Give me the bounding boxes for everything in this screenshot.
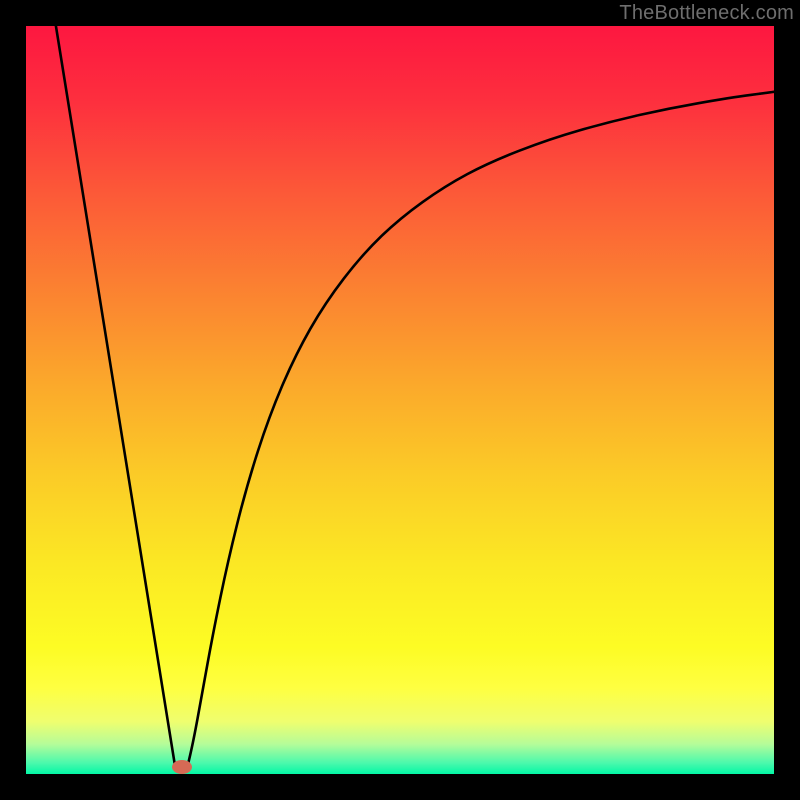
watermark-text: TheBottleneck.com [619, 2, 794, 25]
gradient-background [26, 26, 774, 774]
frame-bottom [0, 774, 800, 800]
frame-right [774, 0, 800, 800]
minimum-marker [172, 760, 192, 774]
plot-area [26, 26, 774, 774]
plot-svg [26, 26, 774, 774]
frame-left [0, 0, 26, 800]
